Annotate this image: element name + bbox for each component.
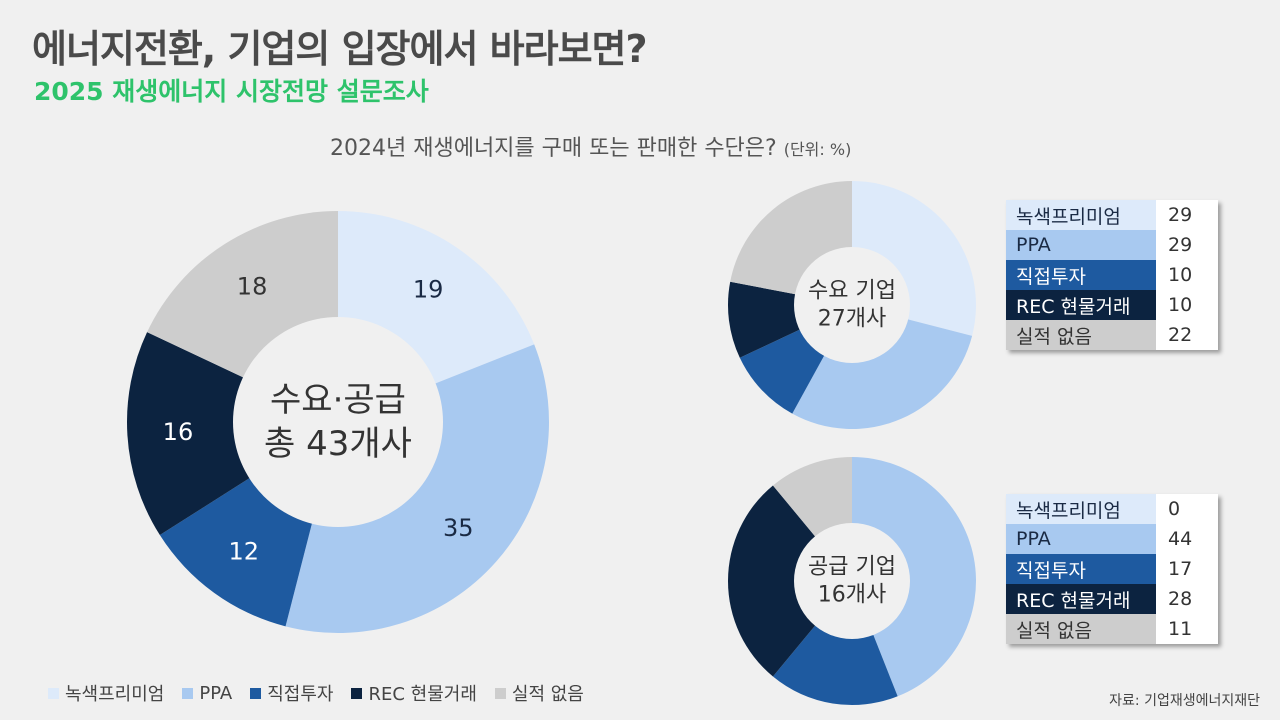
table-cell-value: 0: [1156, 494, 1218, 524]
question-text: 2024년 재생에너지를 구매 또는 판매한 수단은?: [330, 136, 777, 161]
table-cell-value: 29: [1156, 200, 1218, 230]
donut-chart-total: 19 35 12 16 18 수요·공급총 43개사: [127, 211, 549, 633]
legend-swatch: [494, 687, 506, 699]
slice-label-total-0: 19: [413, 275, 444, 303]
chart-question: 2024년 재생에너지를 구매 또는 판매한 수단은? (단위: %): [330, 130, 851, 162]
legend-item: REC 현물거래: [351, 680, 477, 706]
legend-label: PPA: [199, 682, 233, 704]
table-cell-category: PPA: [1006, 230, 1156, 260]
table-cell-value: 22: [1156, 320, 1218, 350]
center-label-total-0: 수요·공급: [270, 380, 406, 420]
table-row: 녹색프리미엄 29: [1006, 200, 1218, 230]
source-note: 자료: 기업재생에너지재단: [1109, 693, 1260, 709]
supply-values-table: 녹색프리미엄 0 PPA 44 직접투자 17 REC 현물거래 28 실적 없음 11: [1006, 494, 1218, 644]
table-cell-category: REC 현물거래: [1006, 290, 1156, 320]
table-cell-value: 10: [1156, 290, 1218, 320]
table-cell-category: 직접투자: [1006, 554, 1156, 584]
legend-swatch: [182, 687, 194, 699]
table-row: 실적 없음 22: [1006, 320, 1218, 350]
table-cell-category: REC 현물거래: [1006, 584, 1156, 614]
chart-legend: 녹색프리미엄 PPA 직접투자 REC 현물거래 실적 없음: [48, 680, 584, 706]
donut-hole-demand: [794, 247, 910, 363]
slice-supply-1: [852, 457, 976, 697]
legend-item: PPA: [182, 683, 232, 704]
question-unit: (단위: %): [783, 140, 852, 159]
slice-label-total-1: 35: [443, 514, 474, 542]
center-label-supply-0: 공급 기업: [808, 555, 896, 580]
table-cell-category: PPA: [1006, 524, 1156, 554]
legend-label: 녹색프리미엄: [65, 684, 165, 705]
table-row: REC 현물거래 28: [1006, 584, 1218, 614]
legend-swatch: [351, 687, 363, 699]
slice-label-total-3: 16: [163, 418, 194, 446]
center-label-demand-0: 수요 기업: [808, 279, 896, 304]
table-cell-category: 녹색프리미엄: [1006, 494, 1156, 524]
center-label-supply-1: 16개사: [818, 583, 886, 608]
slice-label-total-2: 12: [228, 538, 259, 566]
table-cell-category: 녹색프리미엄: [1006, 200, 1156, 230]
table-row: PPA 29: [1006, 230, 1218, 260]
demand-values-table: 녹색프리미엄 29 PPA 29 직접투자 10 REC 현물거래 10 실적 없음 22: [1006, 200, 1218, 350]
table-row: 직접투자 10: [1006, 260, 1218, 290]
page-title: 에너지전환, 기업의 입장에서 바라보면?: [32, 27, 648, 71]
donut-hole-supply: [794, 523, 910, 639]
donut-chart-demand: 수요 기업 27개사: [728, 181, 976, 429]
table-cell-value: 11: [1156, 614, 1218, 644]
donut-hole-total: [233, 317, 443, 527]
legend-item: 직접투자: [250, 680, 333, 706]
table-cell-value: 28: [1156, 584, 1218, 614]
table-cell-value: 44: [1156, 524, 1218, 554]
legend-item: 녹색프리미엄: [48, 680, 164, 706]
table-cell-value: 10: [1156, 260, 1218, 290]
page-subtitle: 2025 재생에너지 시장전망 설문조사: [34, 77, 429, 106]
table-cell-value: 17: [1156, 554, 1218, 584]
slice-total-3: [127, 332, 339, 536]
legend-label: REC 현물거래: [368, 684, 477, 705]
table-row: 실적 없음 11: [1006, 614, 1218, 644]
table-cell-category: 실적 없음: [1006, 320, 1156, 350]
table-row: 직접투자 17: [1006, 554, 1218, 584]
slice-supply-3: [728, 485, 852, 677]
table-cell-category: 실적 없음: [1006, 614, 1156, 644]
table-cell-category: 직접투자: [1006, 260, 1156, 290]
table-row: 녹색프리미엄 0: [1006, 494, 1218, 524]
table-row: PPA 44: [1006, 524, 1218, 554]
center-label-total-1: 총 43개사: [264, 424, 412, 464]
legend-label: 직접투자: [267, 684, 334, 705]
legend-item: 실적 없음: [494, 680, 584, 706]
slice-label-total-4: 18: [237, 273, 268, 301]
legend-swatch: [48, 687, 59, 699]
table-cell-value: 29: [1156, 230, 1218, 260]
slice-supply-2: [772, 581, 898, 705]
legend-swatch: [250, 687, 262, 699]
table-row: REC 현물거래 10: [1006, 290, 1218, 320]
legend-label: 실적 없음: [511, 684, 584, 705]
center-label-demand-1: 27개사: [818, 307, 886, 332]
donut-chart-supply: 공급 기업 16개사: [728, 457, 976, 705]
